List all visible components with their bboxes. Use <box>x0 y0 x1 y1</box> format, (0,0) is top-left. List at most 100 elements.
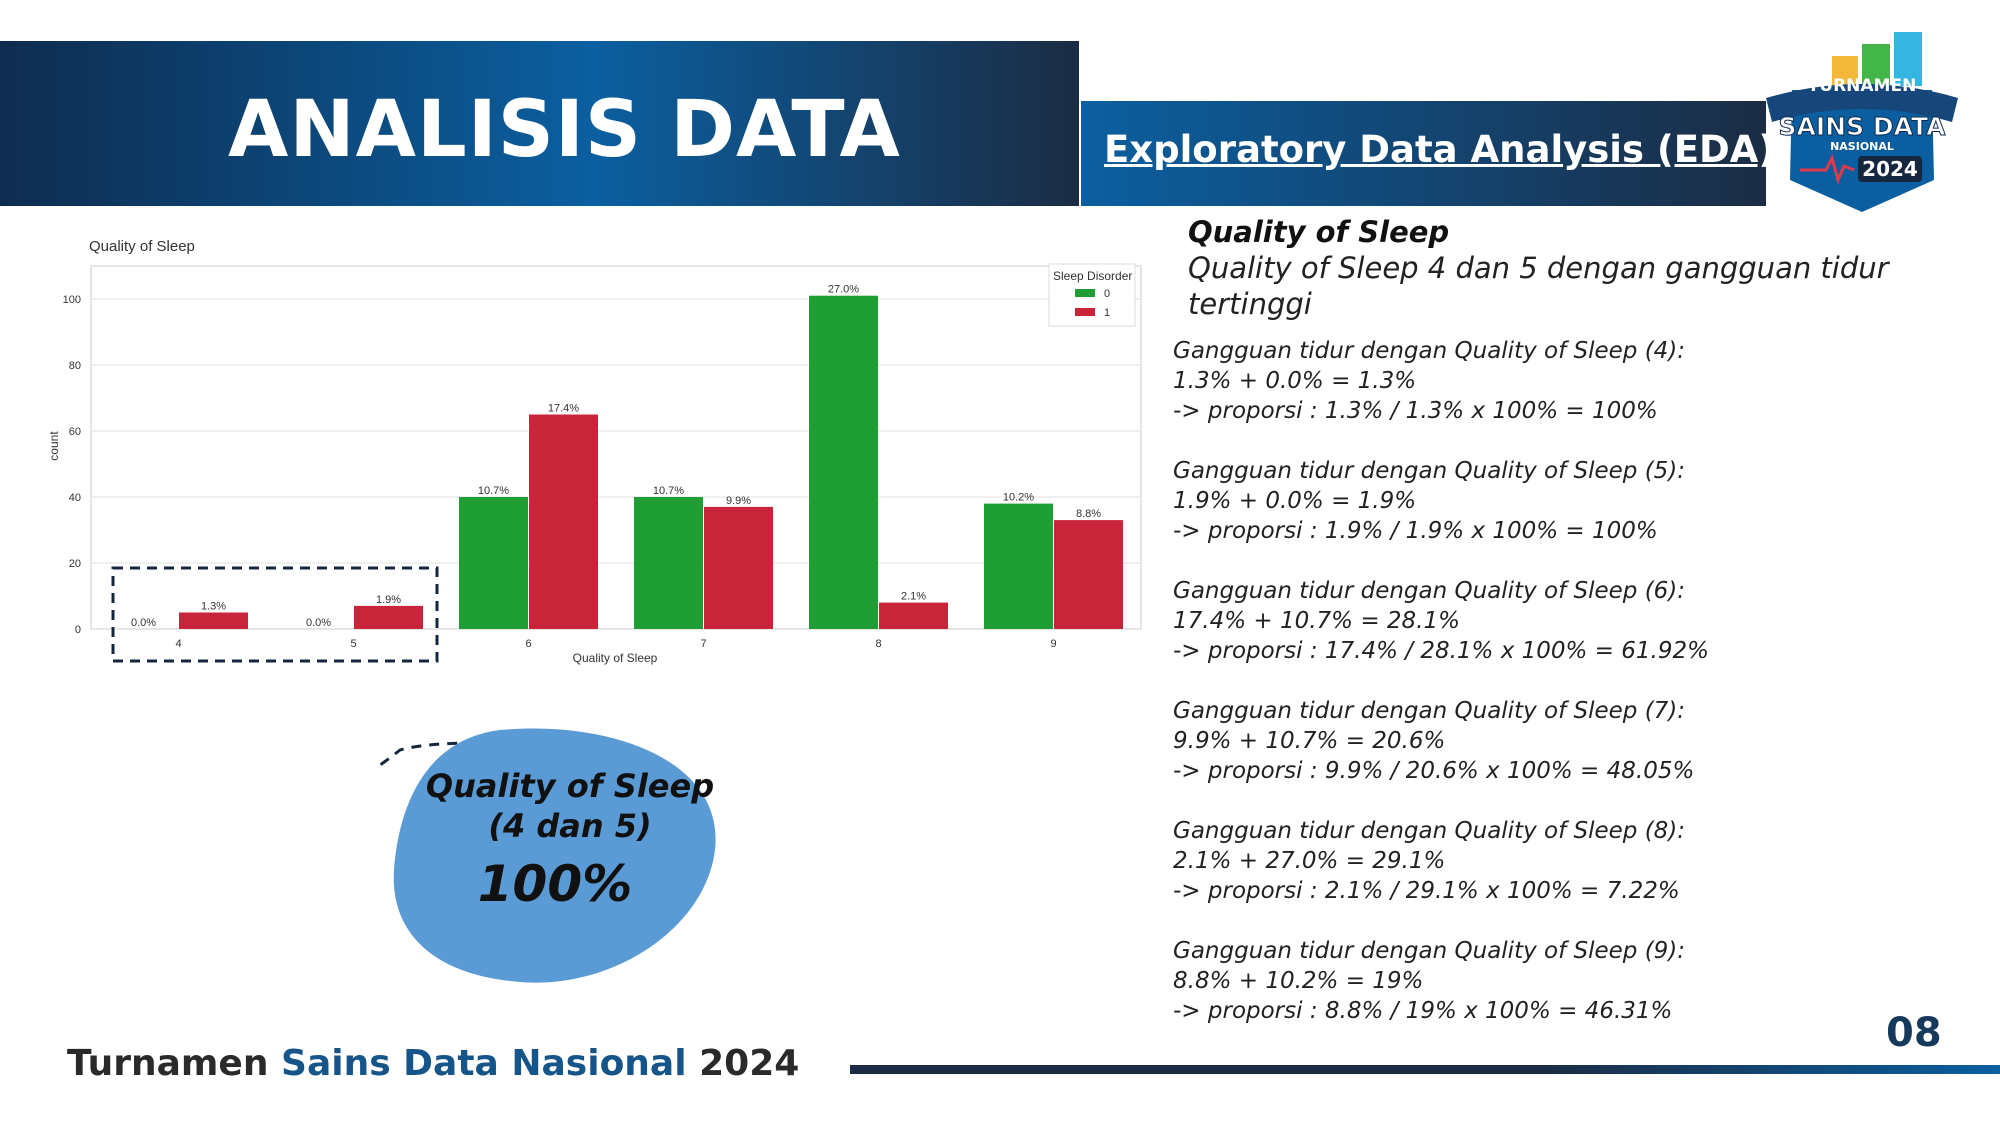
logo-bar-yellow <box>1832 56 1858 86</box>
logo-text-line1: TURNAMEN <box>1808 76 1917 96</box>
y-tick-label: 20 <box>69 558 81 570</box>
calc-block-5: Gangguan tidur dengan Quality of Sleep (… <box>1173 456 1873 546</box>
page-title: ANALISIS DATA <box>228 85 901 175</box>
calc-sum: 1.3% + 0.0% = 1.3% <box>1173 368 1417 394</box>
bar-series-1-6 <box>529 414 598 629</box>
y-tick-label: 100 <box>63 294 81 306</box>
y-tick-label: 0 <box>75 624 81 636</box>
footer-text-part2: Sains Data Nasional <box>281 1043 687 1084</box>
chart-legend: Sleep Disorder 0 1 <box>1048 263 1136 327</box>
bar-label: 2.1% <box>901 591 926 603</box>
calc-sum: 1.9% + 0.0% = 1.9% <box>1173 488 1417 514</box>
bar-label: 8.8% <box>1076 508 1101 520</box>
calc-block-9: Gangguan tidur dengan Quality of Sleep (… <box>1173 936 1873 1026</box>
logo-bar-blue <box>1894 32 1922 86</box>
x-axis-label: Quality of Sleep <box>573 651 658 665</box>
calc-proportion: -> proporsi : 8.8% / 19% x 100% = 46.31% <box>1173 998 1673 1024</box>
bar-series-0-8 <box>809 295 878 629</box>
calc-proportion: -> proporsi : 9.9% / 20.6% x 100% = 48.0… <box>1173 758 1695 784</box>
grid-layer <box>91 298 1141 630</box>
logo-ribbon <box>1766 84 1958 122</box>
bar-label: 0.0% <box>306 617 331 629</box>
y-ticks: 0 20 40 60 80 100 <box>63 294 81 636</box>
calc-heading: Gangguan tidur dengan Quality of Sleep (… <box>1173 938 1686 964</box>
calc-proportion: -> proporsi : 17.4% / 28.1% x 100% = 61.… <box>1173 638 1709 664</box>
highlight-box <box>111 566 439 663</box>
bar-series-1-9 <box>1054 520 1123 629</box>
bar-label: 9.9% <box>726 495 751 507</box>
calc-proportion: -> proporsi : 2.1% / 29.1% x 100% = 7.22… <box>1173 878 1680 904</box>
legend-swatch-1 <box>1075 308 1095 316</box>
x-tick-label: 7 <box>700 638 706 650</box>
bar-series-1-7 <box>704 506 773 629</box>
bar-label: 17.4% <box>548 403 579 415</box>
y-tick-label: 40 <box>69 492 81 504</box>
subheader-banner <box>1081 101 1766 206</box>
y-axis-label: count <box>47 431 61 461</box>
callout-bubble <box>380 728 716 983</box>
chart-title: Quality of Sleep <box>89 238 195 255</box>
legend-swatch-0 <box>1075 289 1095 297</box>
legend-label-0: 0 <box>1104 288 1110 300</box>
x-tick-label: 6 <box>525 638 531 650</box>
plot-frame <box>90 265 1142 630</box>
logo-text-line3: NASIONAL <box>1830 140 1894 153</box>
footer-line <box>850 1065 2000 1074</box>
calc-heading: Gangguan tidur dengan Quality of Sleep (… <box>1173 338 1686 364</box>
callout-blob <box>393 728 716 983</box>
logo-year-box <box>1858 156 1922 182</box>
footer-text: Turnamen Sains Data Nasional 2024 <box>67 1043 799 1084</box>
page-number: 08 <box>1886 1010 1942 1056</box>
page-subtitle: Exploratory Data Analysis (EDA) <box>1104 128 1776 171</box>
x-ticks: 4 5 6 7 8 9 <box>175 638 1056 650</box>
bar-series-0-9 <box>984 503 1053 629</box>
x-tick-label: 5 <box>350 638 356 650</box>
calc-proportion: -> proporsi : 1.9% / 1.9% x 100% = 100% <box>1173 518 1658 544</box>
x-tick-label: 8 <box>875 638 881 650</box>
callout-connector <box>380 741 467 767</box>
panel-title: Quality of Sleep <box>1188 215 1450 249</box>
bars <box>179 295 1123 629</box>
legend-title: Sleep Disorder <box>1053 269 1132 283</box>
bar-label: 10.7% <box>653 485 684 497</box>
calc-heading: Gangguan tidur dengan Quality of Sleep (… <box>1173 818 1686 844</box>
bar-label: 10.2% <box>1003 492 1034 504</box>
bar-series-1-8 <box>879 602 948 629</box>
bar-label: 1.3% <box>201 601 226 613</box>
bar-series-1-5 <box>354 605 423 629</box>
bar-series-0-6 <box>459 497 528 629</box>
bar-series-0-7 <box>634 497 703 629</box>
y-tick-label: 80 <box>69 360 81 372</box>
calc-block-8: Gangguan tidur dengan Quality of Sleep (… <box>1173 816 1873 906</box>
x-tick-label: 4 <box>175 638 181 650</box>
footer-text-part1: Turnamen <box>67 1043 269 1084</box>
calc-block-4: Gangguan tidur dengan Quality of Sleep (… <box>1173 336 1873 426</box>
legend-label-1: 1 <box>1104 307 1110 319</box>
logo-year: 2024 <box>1862 157 1918 181</box>
calc-sum: 17.4% + 10.7% = 28.1% <box>1173 608 1460 634</box>
calc-heading: Gangguan tidur dengan Quality of Sleep (… <box>1173 698 1686 724</box>
panel-subtitle: Quality of Sleep 4 dan 5 dengan gangguan… <box>1188 251 1889 321</box>
callout-value: 100% <box>477 855 633 913</box>
footer-text-part3: 2024 <box>699 1043 800 1084</box>
y-tick-label: 60 <box>69 426 81 438</box>
calc-heading: Gangguan tidur dengan Quality of Sleep (… <box>1173 458 1686 484</box>
callout-label: Quality of Sleep (4 dan 5) <box>425 767 715 845</box>
calc-block-6: Gangguan tidur dengan Quality of Sleep (… <box>1173 576 1873 666</box>
bar-label: 27.0% <box>828 284 859 296</box>
bar-series-1-4 <box>179 612 248 629</box>
bar-labels: 0.0% 1.3% 0.0% 1.9% 10.7% 17.4% 10.7% 9.9% 27.0%… <box>131 284 1101 629</box>
calc-heading: Gangguan tidur dengan Quality of Sleep (… <box>1173 578 1686 604</box>
calc-block-7: Gangguan tidur dengan Quality of Sleep (… <box>1173 696 1873 786</box>
calc-sum: 8.8% + 10.2% = 19% <box>1173 968 1424 994</box>
bar-label: 10.7% <box>478 485 509 497</box>
calc-sum: 2.1% + 27.0% = 29.1% <box>1173 848 1446 874</box>
logo-text-line2: SAINS DATA <box>1779 112 1947 141</box>
calc-proportion: -> proporsi : 1.3% / 1.3% x 100% = 100% <box>1173 398 1658 424</box>
x-tick-label: 9 <box>1050 638 1056 650</box>
tournament-logo: TURNAMEN SAINS DATA NASIONAL 2024 <box>1766 32 1958 212</box>
logo-bar-green <box>1862 44 1890 86</box>
bar-label: 0.0% <box>131 617 156 629</box>
heartbeat-icon <box>1800 153 1855 185</box>
